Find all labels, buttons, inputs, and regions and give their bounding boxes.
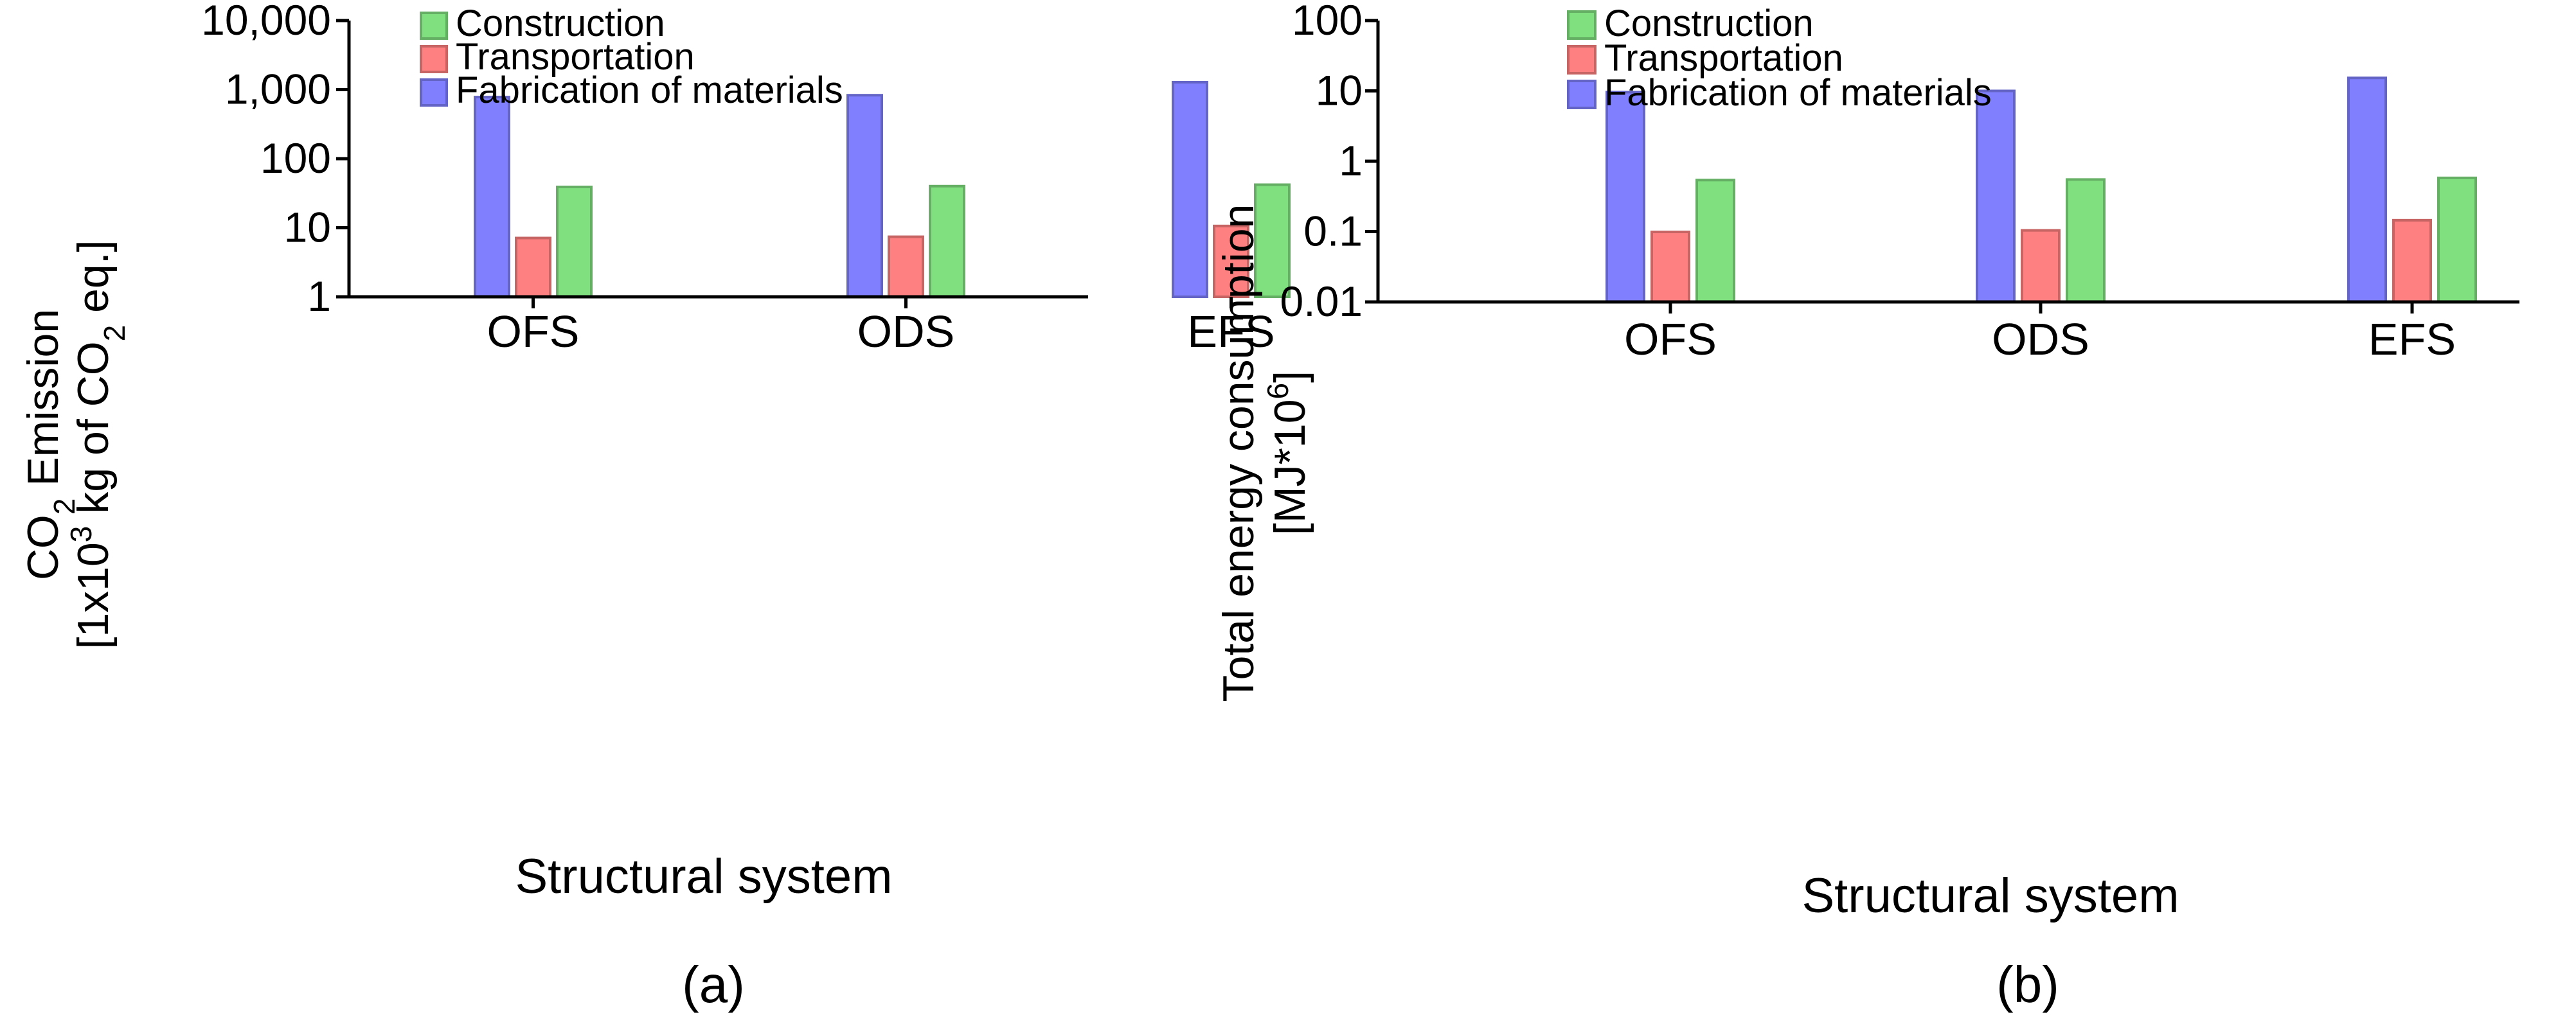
- y-tick-label-a-3: 1,000: [225, 66, 331, 113]
- y-tick-label-a-0: 1: [307, 272, 331, 320]
- bar-b-ods-construction: [2066, 178, 2106, 304]
- y-axis-title-b-line1: Total energy consumption: [1214, 204, 1263, 702]
- x-tick-label-a-1: ODS: [857, 306, 955, 357]
- legend-swatch-a-1: [420, 45, 448, 73]
- bar-a-ofs-transportation: [515, 236, 551, 298]
- x-tick-label-b-0: OFS: [1624, 314, 1717, 364]
- bar-b-ods-transportation: [2021, 229, 2061, 304]
- bar-b-efs-fabrication-of-materials: [2347, 76, 2387, 304]
- y-tick-label-b-0: 0.01: [1280, 278, 1363, 325]
- chart-panel-a: CO2 Emission [1x103 kg of CO2 eq.] 1 10 10…: [19, 0, 1291, 1013]
- y-tick-label-b-1: 0.1: [1303, 207, 1363, 255]
- bars-b: [1606, 76, 2477, 304]
- bar-b-ofs-transportation: [1650, 230, 1690, 303]
- x-tick-label-a-2: EFS: [1187, 306, 1275, 357]
- bars-a: [474, 80, 1291, 299]
- legend-label-a-1: Transportation: [456, 36, 695, 78]
- bar-a-efs-construction: [1254, 183, 1291, 298]
- axes-a: [347, 21, 1088, 299]
- chart-panel-b: Total energy consumption [MJ*106] 0.010.…: [1214, 0, 2519, 1013]
- y-axis-title-b: Total energy consumption [MJ*106]: [1214, 204, 1314, 702]
- y-tick-label-a-4: 10,000: [201, 0, 331, 44]
- x-axis-title-a: Structural system: [515, 849, 892, 904]
- bar-a-ods-construction: [929, 184, 965, 299]
- bar-b-ods-fabrication-of-materials: [1976, 89, 2016, 303]
- legend-swatch-b-2: [1567, 80, 1597, 109]
- legend-swatch-b-1: [1567, 45, 1597, 75]
- legend-label-a-2: Fabrication of materials: [456, 69, 843, 111]
- panel-label-a: (a): [682, 956, 745, 1013]
- axes-b: [1376, 21, 2519, 304]
- category-labels-b: OFS ODS EFS: [1624, 302, 2456, 364]
- y-ticks-a: 1 10 100 1,000 10,000: [201, 0, 349, 320]
- x-tick-label-b-2: EFS: [2368, 314, 2456, 364]
- bar-b-ofs-fabrication-of-materials: [1606, 91, 1645, 303]
- y-axis-title-a-line1: CO2 Emission: [19, 309, 81, 580]
- bar-a-ofs-construction: [556, 185, 593, 298]
- y-axis-title-a: CO2 Emission [1x103 kg of CO2 eq.]: [19, 240, 131, 649]
- y-axis-title-a-line2: [1x103 kg of CO2 eq.]: [64, 240, 131, 649]
- legend-swatch-a-0: [420, 12, 448, 40]
- bar-b-ofs-construction: [1695, 179, 1735, 303]
- bar-a-ods-transportation: [888, 235, 924, 298]
- legend-label-b-2: Fabrication of materials: [1604, 72, 1992, 114]
- x-tick-label-a-0: OFS: [487, 306, 580, 357]
- panel-label-b: (b): [1996, 956, 2059, 1013]
- bar-a-efs-fabrication-of-materials: [1172, 80, 1208, 299]
- y-ticks-b: 0.01 0.1 1 10 100: [1280, 0, 1378, 325]
- y-tick-label-a-1: 10: [284, 204, 331, 251]
- y-tick-label-b-4: 100: [1292, 0, 1363, 44]
- y-tick-label-a-2: 100: [260, 134, 331, 182]
- x-axis-title-b: Structural system: [1802, 869, 2179, 923]
- y-tick-label-b-3: 10: [1316, 67, 1363, 114]
- legend-label-a-0: Construction: [456, 3, 665, 44]
- y-axis-title-b-line2: [MJ*106]: [1261, 371, 1314, 535]
- bar-b-efs-construction: [2437, 176, 2477, 303]
- y-tick-label-b-2: 1: [1339, 137, 1363, 184]
- legend-label-b-0: Construction: [1604, 3, 1814, 44]
- bar-a-ods-fabrication-of-materials: [846, 94, 883, 299]
- bar-b-efs-transportation: [2392, 218, 2432, 303]
- bar-a-ofs-fabrication-of-materials: [474, 96, 510, 298]
- legend-label-b-1: Transportation: [1604, 37, 1843, 79]
- category-labels-a: OFS ODS EFS: [487, 297, 1275, 357]
- x-tick-label-b-1: ODS: [1992, 314, 2089, 364]
- legend-swatch-b-0: [1567, 10, 1597, 40]
- legend-swatch-a-2: [420, 78, 448, 107]
